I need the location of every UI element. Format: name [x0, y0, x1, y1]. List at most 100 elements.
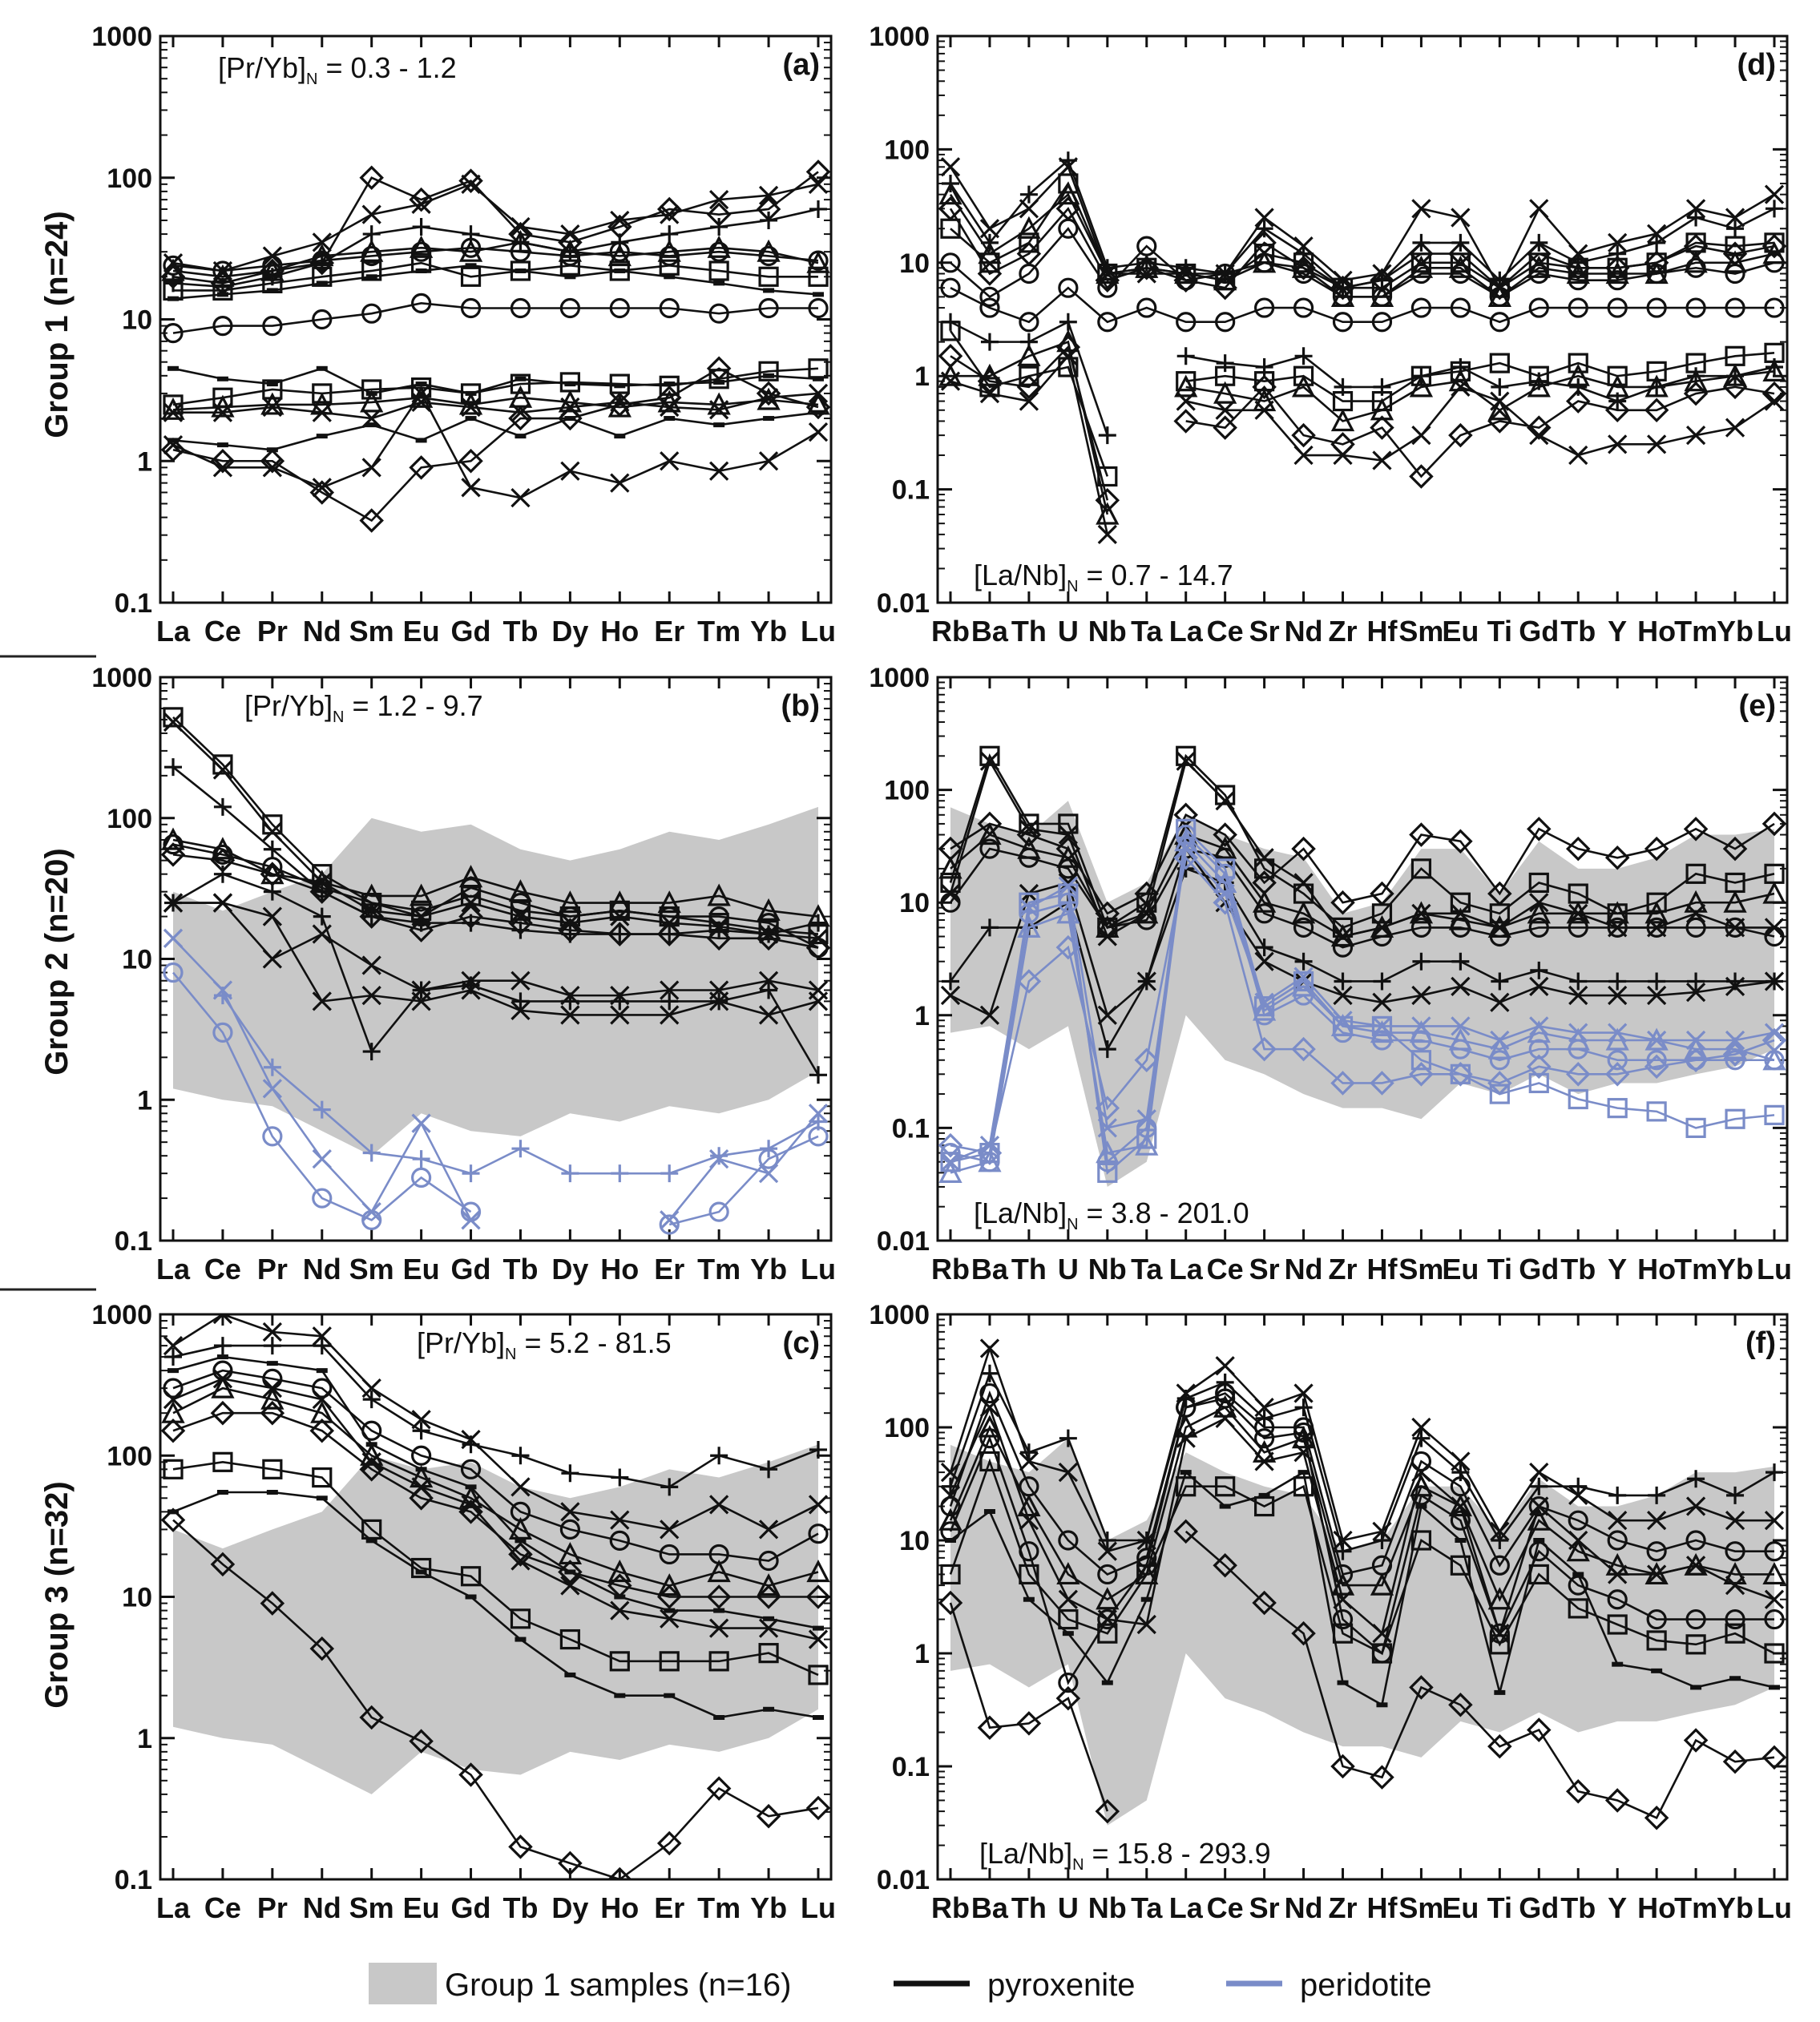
data-point: [309, 879, 335, 904]
data-point: [1370, 1071, 1394, 1096]
data-point: [1174, 261, 1198, 285]
x-tick-label: Ho: [600, 615, 639, 648]
data-point: [1136, 297, 1157, 318]
data-point: [1330, 275, 1355, 301]
data-point: [979, 383, 1000, 404]
data-point: [607, 1867, 632, 1879]
data-point: [164, 894, 182, 912]
data-point: [412, 1150, 430, 1168]
data-point: [1019, 1511, 1039, 1531]
series-group: [160, 707, 831, 1235]
data-point: [1723, 1561, 1747, 1585]
x-tick-label: Tm: [1674, 615, 1717, 648]
data-point: [360, 239, 384, 262]
data-point: [163, 712, 184, 733]
series-line: [1185, 385, 1775, 478]
data-point: [163, 707, 184, 728]
data-point: [1056, 182, 1080, 205]
data-point: [1568, 1530, 1588, 1551]
data-point: [1607, 1530, 1628, 1551]
x-tick-label: U: [1058, 1253, 1079, 1285]
series-line: [949, 207, 1775, 289]
data-point: [760, 1460, 778, 1479]
data-point: [362, 1390, 381, 1409]
series-line: [949, 1406, 1774, 1602]
data-point: [938, 344, 963, 369]
data-point: [1487, 275, 1512, 301]
data-point: [1019, 847, 1039, 868]
data-point: [1527, 1717, 1552, 1742]
data-point: [1095, 1798, 1120, 1824]
data-point: [510, 373, 531, 394]
data-point: [313, 1337, 331, 1355]
data-point: [1725, 208, 1745, 228]
data-point: [1291, 374, 1316, 398]
data-point: [1608, 434, 1628, 454]
data-point: [1761, 1745, 1787, 1770]
data-point: [1019, 1541, 1039, 1562]
x-tick-label: Eu: [1442, 615, 1479, 648]
data-point: [1722, 1042, 1748, 1067]
x-tick-label: Ta: [1131, 1253, 1163, 1285]
panel-c: 0.1 1 10 100 1000 La Ce Pr Nd Sm Eu Gd Tb Dy Ho Er Tm Yb L…: [91, 1300, 836, 1924]
data-point: [657, 1573, 681, 1596]
data-point: [212, 280, 233, 301]
data-point: [1096, 1140, 1120, 1164]
data-point: [1215, 847, 1236, 868]
y-tick-label: 1: [137, 1085, 152, 1116]
data-point: [940, 1485, 961, 1506]
data-point: [262, 379, 283, 400]
data-point: [163, 1378, 184, 1398]
data-point: [660, 980, 680, 1000]
data-point: [1487, 1733, 1512, 1759]
data-point: [411, 1445, 432, 1466]
data-point: [760, 925, 778, 943]
series-line: [949, 867, 1774, 1052]
data-point: [1254, 903, 1275, 924]
data-point: [1646, 1050, 1667, 1071]
data-point: [1450, 1510, 1471, 1531]
data-point: [1176, 1397, 1197, 1418]
data-point: [805, 935, 831, 960]
data-point: [1491, 1532, 1509, 1549]
data-point: [1529, 426, 1549, 446]
series-line: [949, 1458, 1775, 1655]
data-point: [942, 313, 959, 331]
data-point: [1330, 1754, 1355, 1779]
y-tick-label: 0.01: [877, 588, 930, 619]
data-point: [262, 821, 282, 841]
x-tick-label: Pr: [257, 615, 288, 648]
data-point: [510, 971, 531, 991]
data-point: [1683, 1728, 1709, 1753]
data-point: [1370, 1572, 1394, 1596]
data-point: [1254, 1451, 1274, 1471]
data-point: [1684, 1552, 1708, 1576]
data-point: [758, 266, 779, 287]
data-point: [1056, 1561, 1080, 1585]
y-tick-label: 0.01: [877, 1865, 930, 1895]
data-point: [657, 890, 681, 914]
data-point: [212, 1369, 233, 1389]
data-point: [510, 297, 531, 319]
data-point: [1684, 1036, 1708, 1059]
data-point: [1411, 1462, 1431, 1483]
data-point: [938, 1132, 963, 1158]
data-point: [510, 216, 531, 237]
data-point: [1252, 374, 1277, 400]
data-point: [1254, 297, 1275, 318]
data-point: [260, 258, 285, 281]
data-point: [560, 1502, 580, 1522]
data-point: [1451, 976, 1471, 997]
data-point: [312, 1378, 333, 1398]
x-tick-label: Zr: [1329, 615, 1358, 648]
x-tick-label: Ce: [1207, 1891, 1244, 1924]
data-point: [1372, 450, 1392, 470]
data-point: [559, 245, 580, 267]
data-point: [710, 1147, 728, 1165]
data-point: [1216, 1373, 1234, 1391]
data-point: [1726, 1486, 1745, 1504]
data-point: [1176, 751, 1196, 771]
data-point: [1529, 976, 1549, 997]
data-point: [977, 1140, 1003, 1165]
data-point: [940, 277, 961, 298]
